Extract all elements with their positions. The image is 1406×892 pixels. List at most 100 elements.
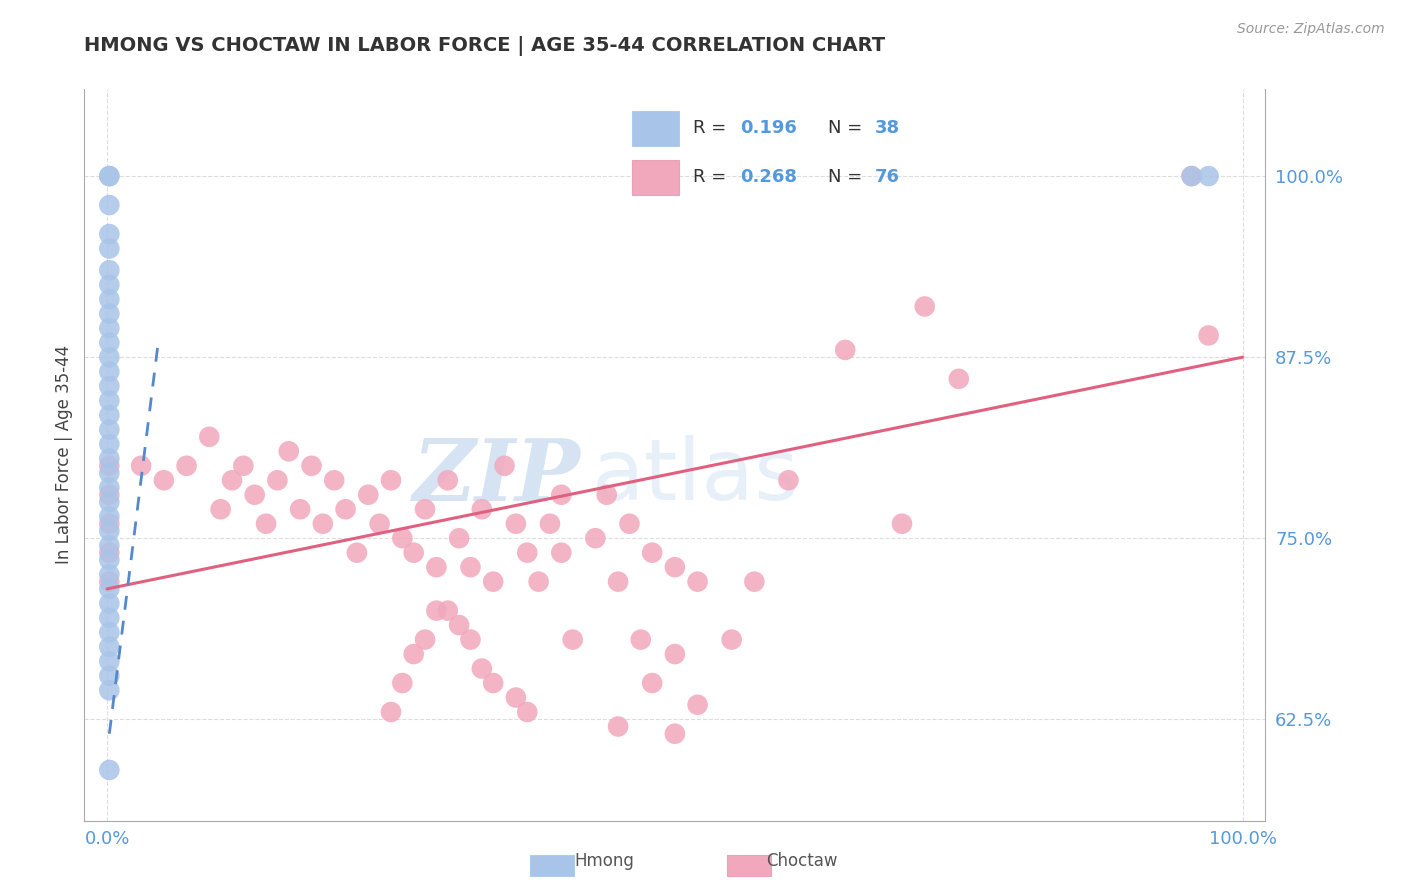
Point	[98, 596, 121, 610]
Point	[471, 502, 494, 516]
Point	[98, 640, 121, 654]
Point	[301, 458, 323, 473]
Point	[98, 393, 121, 408]
Point	[232, 458, 254, 473]
Point	[834, 343, 856, 357]
Point	[1198, 169, 1220, 183]
Point	[98, 307, 121, 321]
Point	[482, 676, 505, 690]
Point	[641, 546, 664, 560]
Text: N =: N =	[828, 120, 862, 137]
Text: 0.268: 0.268	[740, 169, 797, 186]
FancyBboxPatch shape	[633, 111, 679, 145]
Point	[98, 451, 121, 466]
Point	[98, 574, 121, 589]
Point	[98, 169, 121, 183]
FancyBboxPatch shape	[633, 160, 679, 194]
FancyBboxPatch shape	[727, 855, 770, 876]
Point	[482, 574, 505, 589]
Point	[686, 698, 709, 712]
Point	[1180, 169, 1202, 183]
Point	[516, 546, 538, 560]
Point	[449, 618, 471, 632]
Point	[368, 516, 391, 531]
Point	[686, 574, 709, 589]
Text: R =: R =	[693, 169, 725, 186]
Point	[98, 277, 121, 292]
Point	[402, 647, 425, 661]
Point	[460, 560, 482, 574]
Point	[538, 516, 561, 531]
Point	[288, 502, 311, 516]
Text: R =: R =	[693, 120, 725, 137]
Point	[561, 632, 583, 647]
Point	[744, 574, 766, 589]
Text: 0.196: 0.196	[740, 120, 797, 137]
Point	[129, 458, 152, 473]
Point	[436, 604, 458, 618]
Text: Hmong: Hmong	[575, 852, 634, 870]
Point	[209, 502, 232, 516]
Point	[98, 198, 121, 212]
Text: HMONG VS CHOCTAW IN LABOR FORCE | AGE 35-44 CORRELATION CHART: HMONG VS CHOCTAW IN LABOR FORCE | AGE 35…	[84, 36, 886, 55]
Point	[98, 350, 121, 364]
Point	[778, 473, 800, 487]
Point	[505, 516, 527, 531]
Point	[460, 632, 482, 647]
Point	[98, 683, 121, 698]
Point	[312, 516, 335, 531]
Point	[98, 611, 121, 625]
Point	[607, 719, 630, 733]
Text: atlas: atlas	[592, 435, 800, 518]
Point	[98, 495, 121, 509]
Point	[380, 473, 402, 487]
Point	[449, 531, 471, 545]
Point	[98, 553, 121, 567]
Point	[720, 632, 742, 647]
Point	[391, 531, 413, 545]
Point	[98, 466, 121, 480]
Point	[254, 516, 277, 531]
Point	[98, 516, 121, 531]
Point	[277, 444, 299, 458]
Point	[516, 705, 538, 719]
Point	[153, 473, 176, 487]
Point	[98, 509, 121, 524]
Point	[98, 582, 121, 596]
Point	[664, 647, 686, 661]
Point	[550, 546, 572, 560]
Point	[583, 531, 606, 545]
Y-axis label: In Labor Force | Age 35-44: In Labor Force | Age 35-44	[55, 345, 73, 565]
Point	[98, 365, 121, 379]
Point	[619, 516, 641, 531]
Point	[380, 705, 402, 719]
Point	[494, 458, 516, 473]
Point	[243, 488, 266, 502]
Point	[98, 763, 121, 777]
Point	[98, 423, 121, 437]
Point	[98, 654, 121, 668]
Point	[505, 690, 527, 705]
Point	[413, 632, 436, 647]
Point	[98, 546, 121, 560]
Point	[436, 473, 458, 487]
Point	[641, 676, 664, 690]
Point	[98, 227, 121, 241]
Point	[914, 300, 936, 314]
Text: Source: ZipAtlas.com: Source: ZipAtlas.com	[1237, 22, 1385, 37]
Point	[413, 502, 436, 516]
Point	[98, 379, 121, 393]
Point	[98, 335, 121, 350]
Point	[664, 727, 686, 741]
Point	[1180, 169, 1202, 183]
Text: N =: N =	[828, 169, 862, 186]
Point	[323, 473, 346, 487]
Text: 76: 76	[875, 169, 900, 186]
Point	[98, 292, 121, 306]
Point	[98, 567, 121, 582]
Point	[607, 574, 630, 589]
Point	[266, 473, 288, 487]
Point	[98, 437, 121, 451]
FancyBboxPatch shape	[530, 855, 574, 876]
Point	[891, 516, 914, 531]
